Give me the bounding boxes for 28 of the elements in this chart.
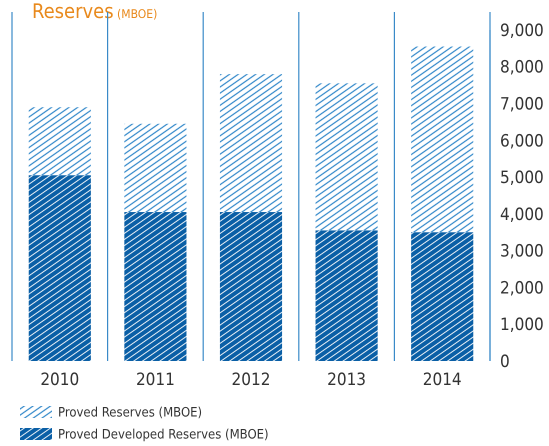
bar: [411, 46, 474, 232]
y-tick-label: 4,000: [500, 204, 544, 225]
bar: [220, 74, 282, 212]
bar: [220, 212, 282, 361]
legend-label: Proved Developed Reserves (MBOE): [58, 428, 269, 443]
x-tick-label: 2013: [327, 370, 366, 390]
bar: [124, 212, 186, 361]
legend-label: Proved Reserves (MBOE): [58, 406, 202, 421]
y-tick-label: 7,000: [500, 94, 544, 115]
bar: [411, 232, 474, 361]
y-tick-label: 1,000: [500, 315, 544, 336]
bar: [28, 175, 91, 361]
bar: [316, 230, 378, 361]
y-tick-label: 8,000: [500, 58, 544, 78]
x-tick-label: 2011: [136, 370, 175, 390]
x-tick-label: 2012: [232, 370, 270, 390]
bar: [316, 83, 378, 230]
y-tick-label: 6,000: [500, 131, 544, 152]
bar: [124, 124, 186, 212]
y-tick-label: 5,000: [500, 168, 544, 188]
y-tick-label: 3,000: [500, 242, 544, 262]
x-tick-label: 2014: [422, 370, 462, 390]
bar: [28, 107, 91, 176]
x-tick-label: 2010: [40, 370, 80, 390]
chart-title: Reserves (MBOE): [32, 0, 158, 23]
y-tick-label: 2,000: [500, 278, 544, 298]
y-tick-label: 0: [500, 352, 510, 372]
y-tick-label: 9,000: [500, 20, 544, 41]
